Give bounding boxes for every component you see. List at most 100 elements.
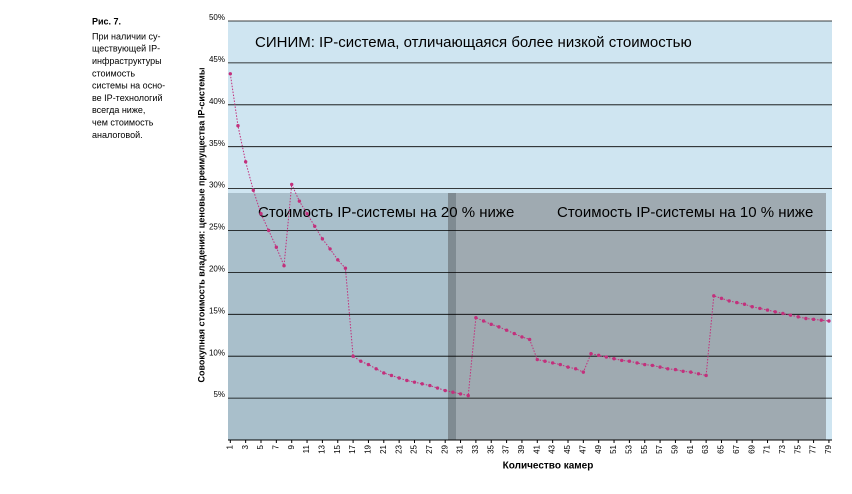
point: [566, 365, 570, 369]
x-axis-label: Количество камер: [503, 461, 594, 472]
point: [274, 245, 279, 249]
point: [735, 300, 739, 305]
point: [512, 331, 516, 336]
y-axis-label: Совокупная стоимость владения: ценовые п…: [196, 67, 206, 382]
point: [689, 370, 693, 374]
x-tick-label: 31: [456, 444, 465, 453]
caption-line: аналоговой.: [92, 130, 143, 140]
point: [243, 160, 248, 164]
x-tick-label: 27: [425, 444, 434, 453]
point: [650, 363, 655, 368]
point: [359, 359, 363, 363]
point: [773, 310, 777, 314]
point: [719, 296, 724, 301]
point: [758, 306, 762, 311]
point: [343, 266, 348, 270]
x-tick-label: 53: [624, 444, 633, 453]
y-tick-label: 20%: [209, 265, 225, 274]
point: [251, 188, 256, 192]
y-tick-label: 30%: [209, 181, 225, 190]
x-tick-label: 35: [486, 444, 495, 453]
point: [781, 311, 785, 316]
point: [412, 380, 417, 384]
caption-line: инфраструктуры: [92, 56, 162, 66]
y-tick-label: 35%: [209, 139, 225, 148]
caption-line: системы на осно-: [92, 81, 165, 91]
point: [635, 361, 639, 365]
point: [643, 362, 647, 367]
x-tick-label: 45: [563, 444, 572, 453]
x-tick-label: 59: [671, 444, 680, 453]
point: [573, 367, 578, 371]
region-10: [456, 193, 826, 440]
point: [535, 357, 539, 362]
point: [596, 353, 601, 358]
point: [558, 362, 563, 367]
x-tick-label: 9: [287, 444, 296, 449]
point: [305, 212, 309, 216]
y-tick-label: 45%: [209, 55, 225, 64]
x-tick-label: 5: [256, 444, 265, 449]
point: [405, 378, 409, 383]
caption-line: ществующей IP-: [92, 44, 160, 54]
point: [451, 390, 455, 394]
x-tick-label: 25: [410, 444, 419, 453]
point: [612, 357, 616, 361]
x-tick-label: 77: [809, 444, 818, 453]
y-tick-label: 50%: [209, 13, 225, 22]
point: [366, 362, 371, 367]
x-tick-label: 17: [348, 444, 357, 453]
annotation: СИНИМ: IP-система, отличающаяся более ни…: [255, 34, 692, 51]
point: [481, 319, 486, 323]
point: [382, 371, 386, 375]
point: [466, 393, 470, 398]
point: [658, 365, 662, 369]
x-tick-label: 79: [824, 444, 833, 453]
point: [811, 317, 816, 322]
x-tick-label: 51: [609, 444, 618, 453]
y-tick-label: 10%: [209, 348, 225, 357]
annotation: Стоимость IP-системы на 10 % ниже: [557, 204, 813, 221]
x-tick-label: 3: [241, 444, 250, 449]
x-tick-label: 43: [548, 444, 557, 453]
point: [627, 359, 632, 363]
point: [420, 382, 424, 386]
point: [765, 308, 770, 312]
y-tick-label: 5%: [213, 390, 225, 399]
point: [336, 258, 340, 262]
y-tick-label: 15%: [209, 306, 225, 315]
x-tick-label: 65: [717, 444, 726, 453]
annotation: Стоимость IP-системы на 20 % ниже: [258, 204, 514, 221]
point: [666, 367, 670, 371]
point: [290, 182, 294, 187]
x-tick-label: 11: [302, 444, 311, 453]
point: [727, 299, 731, 303]
point: [328, 247, 332, 251]
point: [543, 359, 547, 363]
point: [527, 337, 532, 342]
point: [788, 313, 793, 317]
x-tick-label: 75: [793, 444, 802, 453]
point: [259, 212, 263, 216]
point: [681, 369, 685, 373]
point: [474, 315, 478, 320]
caption-line: ве IP-технологий: [92, 93, 163, 103]
y-tick-label: 25%: [209, 223, 225, 232]
point: [389, 373, 394, 378]
point: [458, 392, 463, 396]
region-20: [228, 193, 448, 440]
point: [351, 354, 355, 358]
point: [282, 263, 286, 268]
x-tick-label: 15: [333, 444, 342, 453]
point: [819, 318, 823, 322]
point: [297, 199, 302, 203]
x-tick-label: 29: [440, 444, 449, 453]
point: [228, 72, 233, 76]
point: [397, 376, 401, 380]
x-tick-label: 47: [578, 444, 587, 453]
x-tick-label: 61: [686, 444, 695, 453]
point: [320, 237, 325, 241]
x-tick-label: 7: [271, 444, 280, 449]
caption-line: стоимость: [92, 68, 135, 78]
point: [796, 315, 800, 319]
